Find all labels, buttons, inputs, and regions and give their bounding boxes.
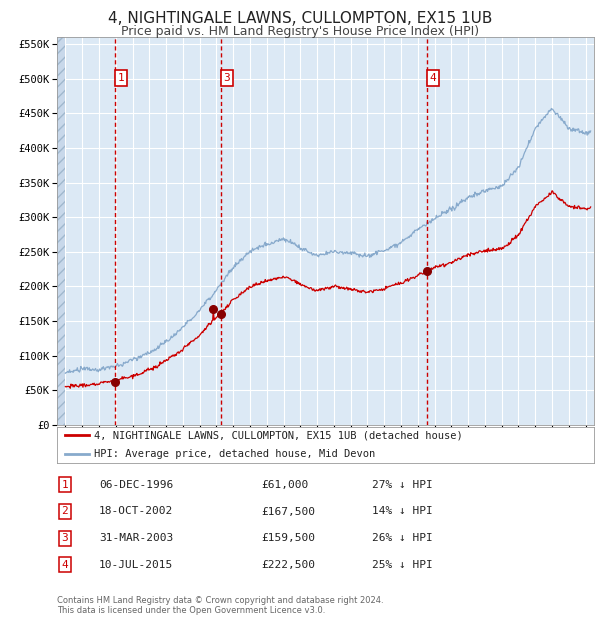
Text: £167,500: £167,500 [261,507,315,516]
Text: 3: 3 [61,533,68,543]
Text: 18-OCT-2002: 18-OCT-2002 [99,507,173,516]
Text: £61,000: £61,000 [261,480,308,490]
Text: 31-MAR-2003: 31-MAR-2003 [99,533,173,543]
Text: 27% ↓ HPI: 27% ↓ HPI [372,480,433,490]
Text: Contains HM Land Registry data © Crown copyright and database right 2024.
This d: Contains HM Land Registry data © Crown c… [57,596,383,615]
Text: 4: 4 [61,560,68,570]
Text: 4, NIGHTINGALE LAWNS, CULLOMPTON, EX15 1UB: 4, NIGHTINGALE LAWNS, CULLOMPTON, EX15 1… [108,11,492,25]
Text: 2: 2 [61,507,68,516]
Text: 06-DEC-1996: 06-DEC-1996 [99,480,173,490]
Text: 10-JUL-2015: 10-JUL-2015 [99,560,173,570]
Text: 1: 1 [118,73,124,83]
Text: £222,500: £222,500 [261,560,315,570]
Text: 1: 1 [61,480,68,490]
Text: Price paid vs. HM Land Registry's House Price Index (HPI): Price paid vs. HM Land Registry's House … [121,25,479,38]
Text: 4: 4 [430,73,436,83]
Text: HPI: Average price, detached house, Mid Devon: HPI: Average price, detached house, Mid … [94,449,375,459]
Text: 26% ↓ HPI: 26% ↓ HPI [372,533,433,543]
Text: £159,500: £159,500 [261,533,315,543]
Text: 4, NIGHTINGALE LAWNS, CULLOMPTON, EX15 1UB (detached house): 4, NIGHTINGALE LAWNS, CULLOMPTON, EX15 1… [94,430,462,440]
Text: 25% ↓ HPI: 25% ↓ HPI [372,560,433,570]
Text: 14% ↓ HPI: 14% ↓ HPI [372,507,433,516]
Text: 3: 3 [224,73,230,83]
